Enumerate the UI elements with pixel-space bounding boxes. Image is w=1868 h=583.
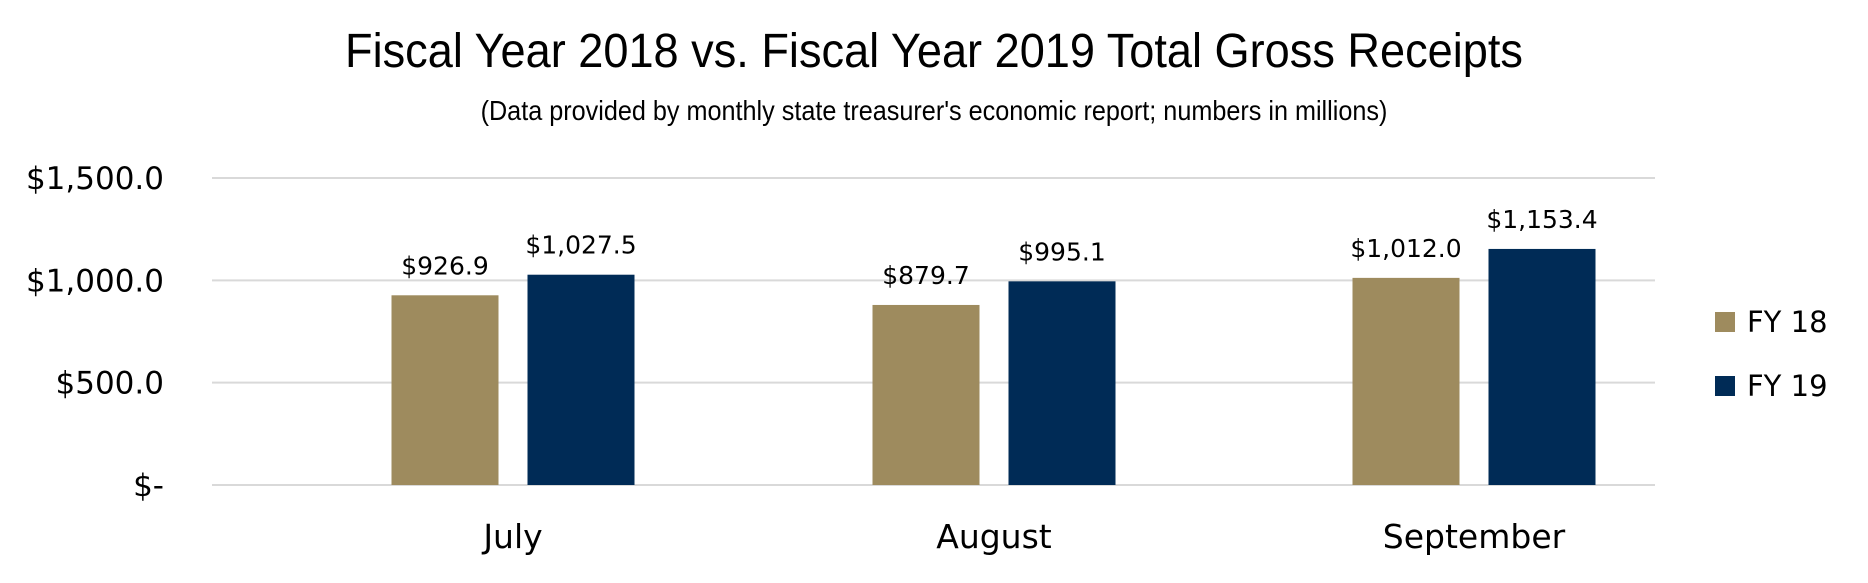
chart-subtitle: (Data provided by monthly state treasure…	[480, 95, 1388, 126]
data-label: $926.9	[401, 251, 488, 280]
x-tick-label: August	[936, 517, 1052, 556]
y-tick-label: $500.0	[56, 366, 164, 402]
legend-swatch-fy18	[1715, 312, 1735, 332]
bar-fy19-august	[1008, 281, 1116, 485]
data-label: $1,027.5	[525, 231, 636, 260]
bar-fy18-july	[391, 295, 499, 485]
legend-swatch-fy19	[1715, 376, 1735, 396]
legend: FY 18 FY 19	[1715, 302, 1828, 430]
data-label: $1,153.4	[1486, 205, 1597, 234]
legend-item-fy19: FY 19	[1715, 366, 1828, 406]
data-label: $879.7	[882, 261, 969, 290]
bar-fy19-september	[1488, 248, 1596, 485]
bar-fy19-july	[527, 274, 635, 485]
y-tick-label: $1,000.0	[26, 263, 164, 299]
legend-label-fy18: FY 18	[1747, 305, 1828, 339]
bar-fy18-august	[872, 304, 980, 485]
y-tick-label: $-	[133, 468, 164, 504]
x-tick-label: July	[481, 517, 542, 556]
y-tick-label: $1,500.0	[26, 161, 164, 197]
legend-item-fy18: FY 18	[1715, 302, 1828, 342]
x-tick-label: September	[1383, 517, 1566, 556]
data-label: $995.1	[1018, 237, 1105, 266]
chart-title: Fiscal Year 2018 vs. Fiscal Year 2019 To…	[345, 25, 1523, 78]
legend-label-fy19: FY 19	[1747, 369, 1828, 403]
bar-fy18-september	[1352, 277, 1460, 485]
data-label: $1,012.0	[1350, 234, 1461, 263]
